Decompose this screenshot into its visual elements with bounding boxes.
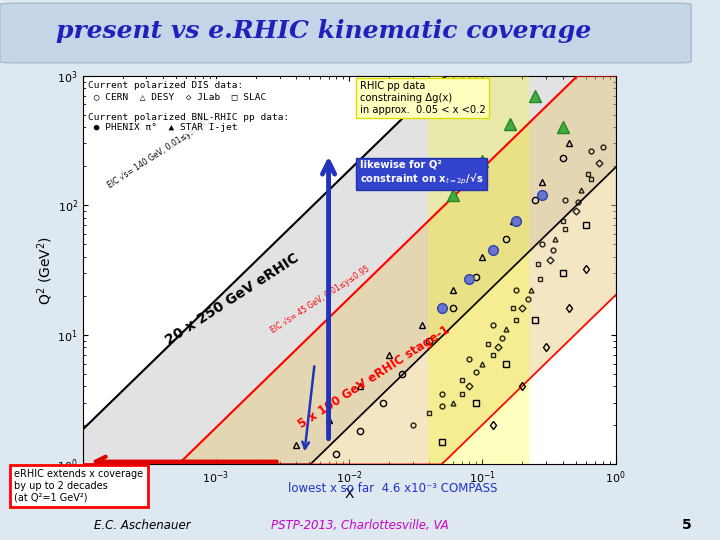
X-axis label: X: X <box>344 487 354 501</box>
FancyBboxPatch shape <box>0 3 691 63</box>
Text: EIC √s= 140 GeV, 0.01≤y≤0.95: EIC √s= 140 GeV, 0.01≤y≤0.95 <box>107 117 212 191</box>
Text: RHIC pp data
constraining Δg(x)
in approx.  0.05 < x <0.2: RHIC pp data constraining Δg(x) in appro… <box>360 82 485 114</box>
Text: E.C. Aschenauer: E.C. Aschenauer <box>94 519 190 532</box>
Bar <box>429 76 528 464</box>
Y-axis label: Q$^2$ (GeV$^2$): Q$^2$ (GeV$^2$) <box>35 235 55 305</box>
Text: 5: 5 <box>681 518 691 532</box>
Text: likewise for Q²
constraint on x$_{t=2p}$/√s: likewise for Q² constraint on x$_{t=2p}$… <box>360 159 483 187</box>
Text: lowest x so far  4.6 x10⁻³ COMPASS: lowest x so far 4.6 x10⁻³ COMPASS <box>288 482 498 495</box>
Text: 5 x 100 GeV eRHIC stage-1: 5 x 100 GeV eRHIC stage-1 <box>296 323 452 431</box>
Text: PSTP-2013, Charlottesville, VA: PSTP-2013, Charlottesville, VA <box>271 519 449 532</box>
Text: present vs e.RHIC kinematic coverage: present vs e.RHIC kinematic coverage <box>56 19 592 43</box>
Text: EIC √s= 45 GeV, 0.01≤y≤0.95: EIC √s= 45 GeV, 0.01≤y≤0.95 <box>269 264 372 335</box>
Text: Current polarized DIS data:
 ○ CERN  △ DESY  ◇ JLab  □ SLAC

Current polarized B: Current polarized DIS data: ○ CERN △ DES… <box>88 82 289 132</box>
Text: 20 x 250 GeV eRHIC: 20 x 250 GeV eRHIC <box>163 251 302 347</box>
Text: eRHIC extends x coverage
by up to 2 decades
(at Q²=1 GeV²): eRHIC extends x coverage by up to 2 deca… <box>14 469 143 503</box>
